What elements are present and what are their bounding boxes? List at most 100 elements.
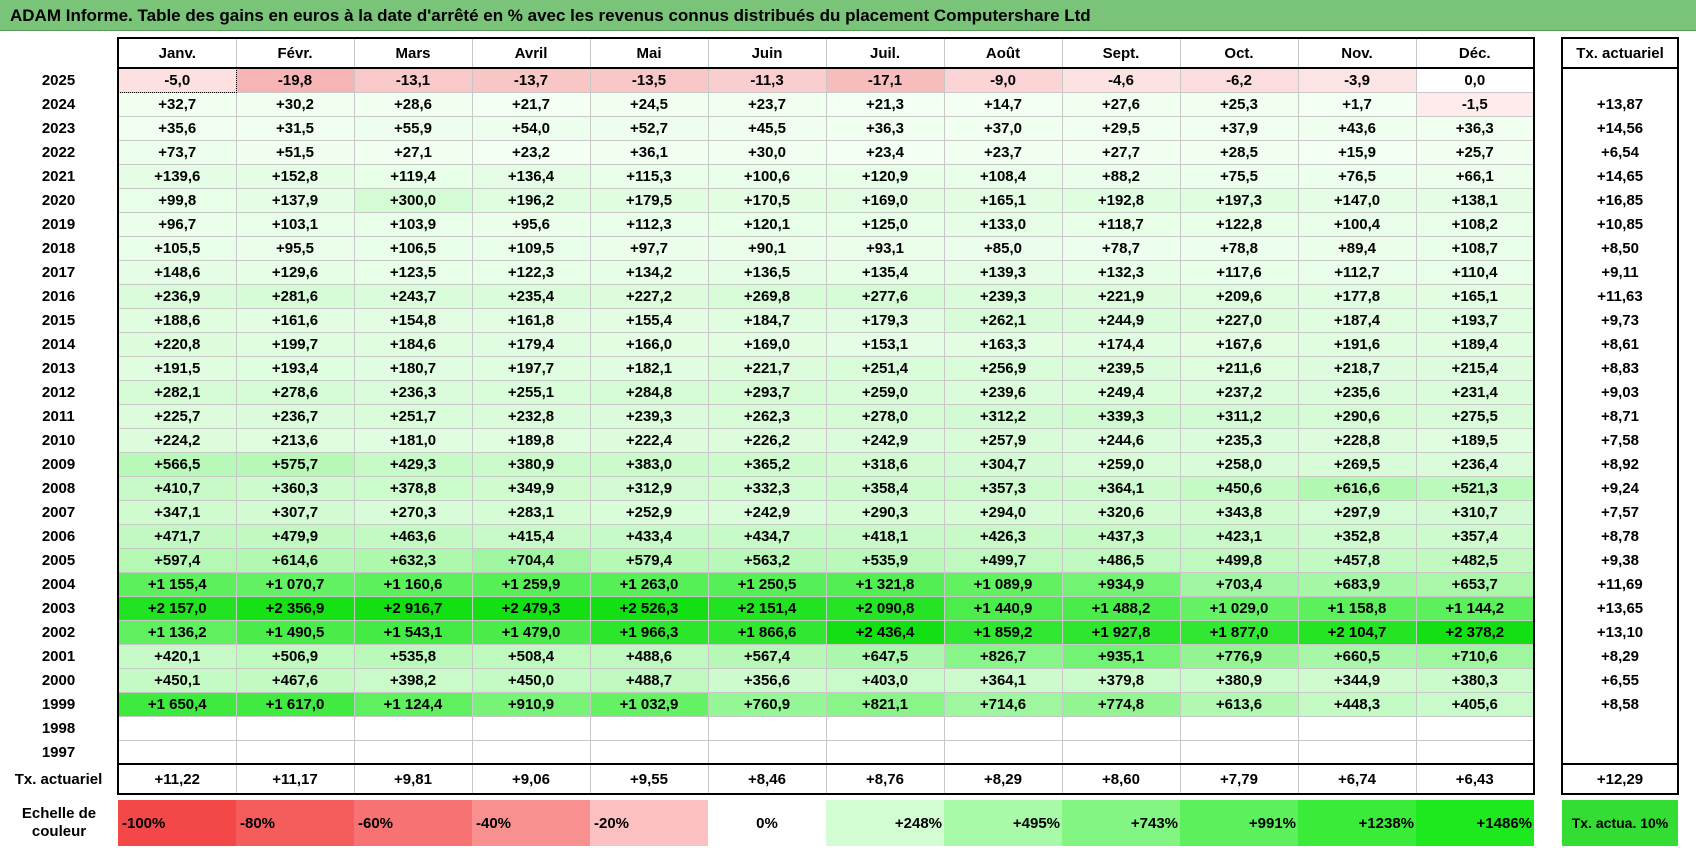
value-cell: +27,6	[1061, 92, 1181, 117]
table-row: 2006 +471,7 +479,9 +463,6 +415,4 +433,4 +434,7…	[0, 524, 1679, 549]
value-cell: +300,0	[353, 188, 473, 213]
month-header-12: Déc.	[1415, 37, 1535, 69]
value-cell: +89,4	[1297, 236, 1417, 261]
value-cell: +27,7	[1061, 140, 1181, 165]
scale-rate-swatch: Tx. actua. 10%	[1562, 800, 1678, 846]
report-title: ADAM Informe. Table des gains en euros à…	[0, 0, 1696, 31]
rate-cell: +7,57	[1561, 500, 1679, 524]
value-cell: +236,9	[117, 284, 237, 309]
value-cell: +117,6	[1179, 260, 1299, 285]
value-cell: +218,7	[1297, 356, 1417, 381]
value-cell: +15,9	[1297, 140, 1417, 165]
value-cell: +55,9	[353, 116, 473, 141]
table-row: 2019 +96,7 +103,1 +103,9 +95,6 +112,3 +120,1 +1…	[0, 212, 1679, 237]
value-cell: +1 144,2	[1415, 596, 1535, 621]
value-cell: +776,9	[1179, 644, 1299, 669]
value-cell: +1 155,4	[117, 572, 237, 597]
rate-cell	[1561, 716, 1679, 740]
value-cell: +163,3	[943, 332, 1063, 357]
rate-cell: +14,56	[1561, 116, 1679, 140]
value-cell	[1179, 740, 1299, 765]
value-cell: +31,5	[235, 116, 355, 141]
value-cell: +2 526,3	[589, 596, 709, 621]
scale-swatch: -40%	[472, 800, 590, 846]
value-cell: +1 032,9	[589, 692, 709, 717]
rate-cell: +8,71	[1561, 404, 1679, 428]
value-cell: +283,1	[471, 500, 591, 525]
rate-cell: +8,83	[1561, 356, 1679, 380]
value-cell: +136,5	[707, 260, 827, 285]
month-header-5: Mai	[589, 37, 709, 69]
value-cell: +118,7	[1061, 212, 1181, 237]
value-cell: +108,4	[943, 164, 1063, 189]
value-cell: +21,3	[825, 92, 945, 117]
year-label: 2009	[41, 455, 76, 473]
scale-swatch: +1238%	[1298, 800, 1416, 846]
gap-cell	[1534, 284, 1562, 308]
gap-cell	[1534, 596, 1562, 620]
value-cell	[1179, 716, 1299, 741]
rate-header: Tx. actuariel	[1561, 37, 1679, 69]
value-cell: +191,5	[117, 356, 237, 381]
value-cell: +182,1	[589, 356, 709, 381]
value-cell: +262,1	[943, 308, 1063, 333]
value-cell: +112,3	[589, 212, 709, 237]
gap-cell	[1534, 500, 1562, 524]
value-cell: +105,5	[117, 236, 237, 261]
table-row: 2015 +188,6 +161,6 +154,8 +161,8 +155,4 +184,7…	[0, 308, 1679, 333]
table-row: 2004 +1 155,4 +1 070,7 +1 160,6 +1 259,9 +1 2…	[0, 572, 1679, 597]
value-cell: +179,3	[825, 308, 945, 333]
scale-swatch: -20%	[590, 800, 708, 846]
rate-cell: +9,38	[1561, 548, 1679, 572]
value-cell: +165,1	[1415, 284, 1535, 309]
month-header-7: Juil.	[825, 37, 945, 69]
gap-cell	[1534, 800, 1562, 846]
year-label: 2003	[41, 599, 76, 617]
value-cell: +488,6	[589, 644, 709, 669]
value-cell: +935,1	[1061, 644, 1181, 669]
year-label: 2008	[41, 479, 76, 497]
value-cell: +235,4	[471, 284, 591, 309]
gap-cell	[1534, 716, 1562, 740]
value-cell: +1 263,0	[589, 572, 709, 597]
table-row: 1999 +1 650,4 +1 617,0 +1 124,4 +910,9 +1 032…	[0, 692, 1679, 717]
total-value-cell: +6,43	[1415, 763, 1535, 795]
value-cell	[825, 716, 945, 741]
value-cell: +2 356,9	[235, 596, 355, 621]
corner-cell	[0, 38, 118, 68]
value-cell: +103,1	[235, 212, 355, 237]
rate-cell: +9,24	[1561, 476, 1679, 500]
value-cell: +437,3	[1061, 524, 1181, 549]
value-cell: +660,5	[1297, 644, 1417, 669]
value-cell: +21,7	[471, 92, 591, 117]
value-cell: +75,5	[1179, 164, 1299, 189]
value-cell: +244,9	[1061, 308, 1181, 333]
value-cell: +51,5	[235, 140, 355, 165]
table-row: 2010 +224,2 +213,6 +181,0 +189,8 +222,4 +226,2…	[0, 428, 1679, 453]
value-cell: +647,5	[825, 644, 945, 669]
value-cell: +167,6	[1179, 332, 1299, 357]
value-cell	[1297, 716, 1417, 741]
value-cell	[707, 740, 827, 765]
value-cell: +23,4	[825, 140, 945, 165]
value-cell: +189,5	[1415, 428, 1535, 453]
value-cell: +106,5	[353, 236, 473, 261]
value-cell: +506,9	[235, 644, 355, 669]
value-cell: +278,6	[235, 380, 355, 405]
table-row: 1998	[0, 716, 1679, 741]
table-row: 2024 +32,7 +30,2 +28,6 +21,7 +24,5 +23,7 +21,3 +…	[0, 92, 1679, 117]
value-cell: +193,7	[1415, 308, 1535, 333]
value-cell: +2 436,4	[825, 620, 945, 645]
value-cell: +244,6	[1061, 428, 1181, 453]
gap-cell	[1534, 212, 1562, 236]
value-cell: +488,7	[589, 668, 709, 693]
value-cell: +231,4	[1415, 380, 1535, 405]
value-cell: +614,6	[235, 548, 355, 573]
table-row: 2007 +347,1 +307,7 +270,3 +283,1 +252,9 +242,9…	[0, 500, 1679, 525]
value-cell: +339,3	[1061, 404, 1181, 429]
value-cell: +398,2	[353, 668, 473, 693]
value-cell: +616,6	[1297, 476, 1417, 501]
value-cell: -13,1	[353, 68, 473, 93]
value-cell: +575,7	[235, 452, 355, 477]
year-label: 2017	[41, 263, 76, 281]
